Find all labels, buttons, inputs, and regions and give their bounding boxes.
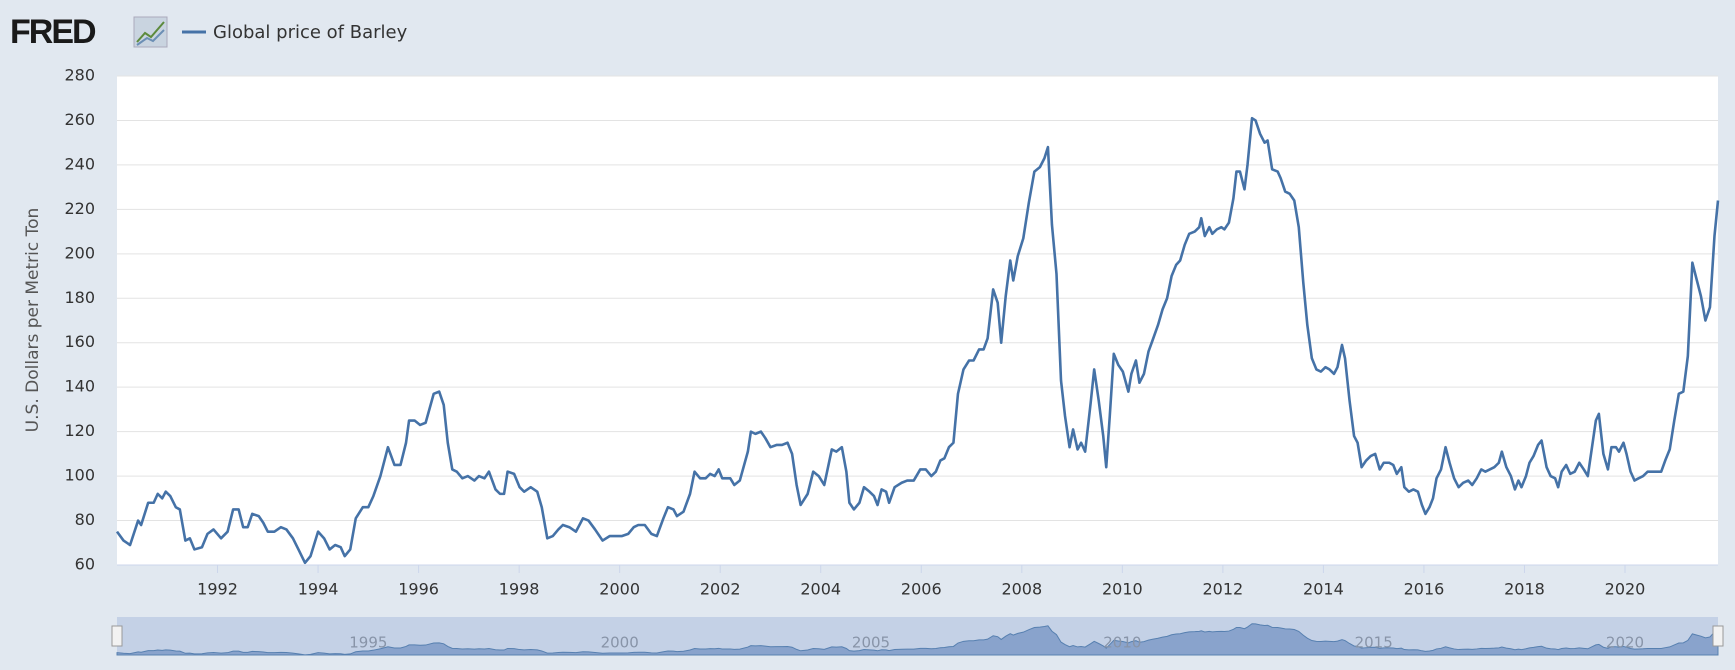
x-tick-label: 1996 (398, 580, 439, 599)
navigator-area (116, 623, 1719, 656)
data-line (115, 116, 1720, 565)
y-tick-label: 260 (64, 110, 95, 129)
navigator-tick-label: 2000 (601, 634, 639, 652)
navigator-tick-label: 2005 (852, 634, 890, 652)
x-tick-label: 2000 (599, 580, 640, 599)
x-tick-label: 1994 (298, 580, 339, 599)
plot-area (117, 76, 1718, 565)
x-tick-label: 2004 (800, 580, 841, 599)
legend-label: Global price of Barley (213, 22, 408, 43)
y-tick-label: 220 (64, 199, 95, 218)
navigator-tick-label: 1995 (349, 634, 387, 652)
logo-icon-line (136, 21, 165, 43)
navigator-handle[interactable] (1712, 625, 1724, 647)
y-tick-label: 160 (64, 332, 95, 351)
y-tick-label: 180 (64, 288, 95, 307)
y-tick-label: 100 (64, 466, 95, 485)
y-tick-label: 280 (64, 66, 95, 85)
y-tick-label: 120 (64, 421, 95, 440)
x-tick-label: 2002 (700, 580, 741, 599)
navigator-handle[interactable] (111, 625, 123, 647)
x-tick-label: 2006 (901, 580, 942, 599)
navigator-tick-label: 2020 (1606, 634, 1644, 652)
y-tick-label: 240 (64, 154, 95, 173)
x-tick-label: 2016 (1404, 580, 1445, 599)
y-axis-label: U.S. Dollars per Metric Ton (23, 208, 43, 433)
x-tick-label: 1992 (197, 580, 238, 599)
y-tick-label: 80 (75, 510, 95, 529)
x-tick-label: 2010 (1102, 580, 1143, 599)
logo[interactable]: FRED (10, 13, 98, 51)
logo-icon (133, 16, 168, 48)
logo-icon-line (136, 29, 165, 46)
x-tick-label: 2014 (1303, 580, 1344, 599)
navigator-tick-label: 2010 (1103, 634, 1141, 652)
navigator-tick-label: 2015 (1355, 634, 1393, 652)
x-tick-label: 2008 (1001, 580, 1042, 599)
x-tick-label: 1998 (499, 580, 540, 599)
x-tick-label: 2020 (1605, 580, 1646, 599)
y-tick-label: 60 (75, 555, 95, 574)
y-tick-label: 140 (64, 377, 95, 396)
y-tick-label: 200 (64, 243, 95, 262)
x-tick-label: 2012 (1203, 580, 1244, 599)
x-tick-label: 2018 (1504, 580, 1545, 599)
